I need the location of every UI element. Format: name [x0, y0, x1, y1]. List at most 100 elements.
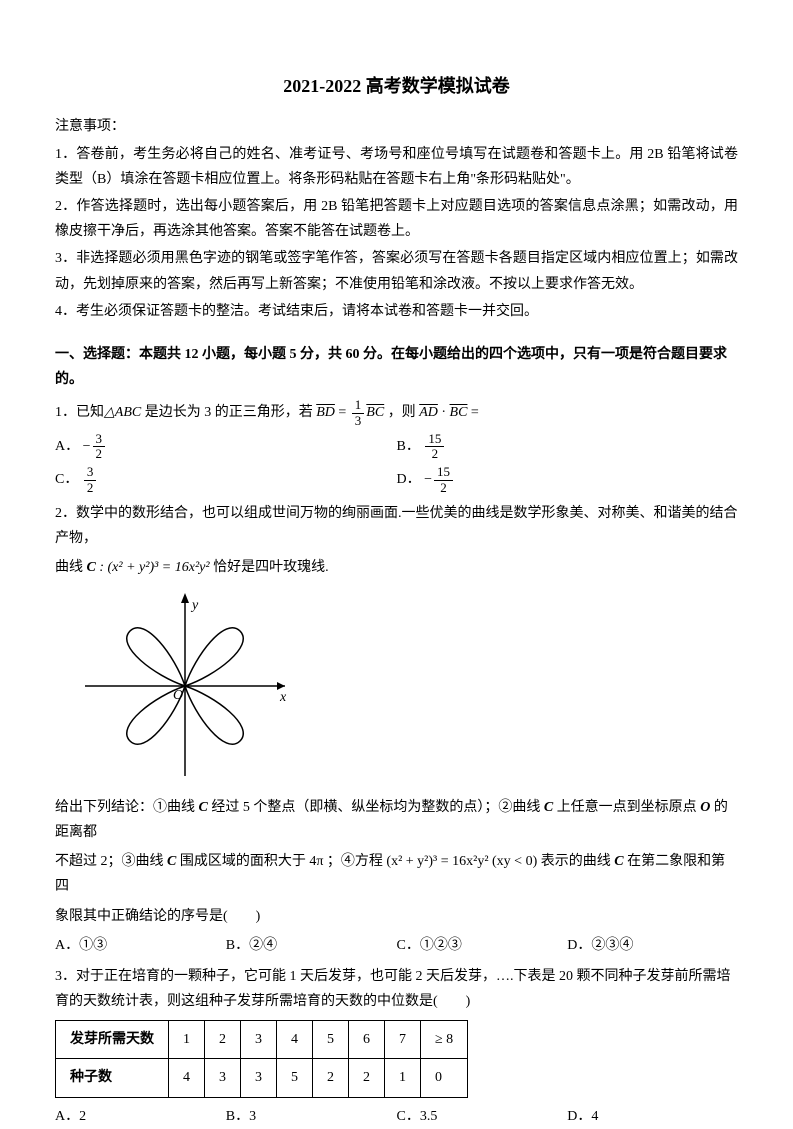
q1-opt-c-label: C． [55, 472, 78, 487]
q2-line2-suffix: 恰好是四叶玫瑰线. [213, 560, 329, 575]
q2-curve-c: C [87, 560, 96, 575]
table-header-row: 发芽所需天数 1 2 3 4 5 6 7 ≥ 8 [56, 1021, 468, 1059]
q3-opt-d: D．4 [567, 1104, 738, 1129]
q2-stmt-line2: 不超过 2；③曲线 C 围成区域的面积大于 4π ；④方程 (x² + y²)³… [55, 849, 738, 899]
th-0: 发芽所需天数 [56, 1021, 169, 1059]
q1-opt-a-den: 2 [93, 447, 106, 461]
q2-line2: 曲线 C : (x² + y²)³ = 16x²y² 恰好是四叶玫瑰线. [55, 555, 738, 580]
notice-item-1: 1．答卷前，考生务必将自己的姓名、准考证号、考场号和座位号填写在试题卷和答题卡上… [55, 142, 738, 192]
q1-triangle: △ABC [104, 405, 141, 420]
origin-label: O [173, 688, 183, 703]
td-5: 2 [313, 1059, 349, 1097]
q1-mid2: ，则 [384, 405, 419, 420]
notice-header: 注意事项： [55, 114, 738, 139]
q1-eq: = [335, 405, 350, 420]
q2-opt-d: D．②③④ [567, 933, 738, 958]
q1-opt-c-frac: 32 [84, 465, 97, 495]
th-6: 6 [349, 1021, 385, 1059]
q2-c4: C [614, 854, 623, 869]
q1-opt-d-label: D． [397, 472, 421, 487]
td-8: 0 [421, 1059, 468, 1097]
th-2: 2 [205, 1021, 241, 1059]
q2-c1: C [199, 800, 208, 815]
q1-opt-c-num: 3 [84, 465, 97, 480]
td-3: 3 [241, 1059, 277, 1097]
rose-curve-diagram: y x O [85, 591, 738, 785]
q3-table: 发芽所需天数 1 2 3 4 5 6 7 ≥ 8 种子数 4 3 3 5 2 2… [55, 1020, 468, 1097]
q1-opt-b-frac: 152 [425, 432, 444, 462]
q3-opt-b: B．3 [226, 1104, 397, 1129]
q2-options: A．①③ B．②④ C．①②③ D．②③④ [55, 933, 738, 958]
q1-opt-c: C． 32 [55, 465, 397, 495]
x-axis-label: x [279, 690, 287, 705]
q1-bc2: BC [450, 405, 468, 420]
q1-opt-d-num: 15 [434, 465, 453, 480]
th-7: 7 [385, 1021, 421, 1059]
q2-stmt-line1: 给出下列结论：①曲线 C 经过 5 个整点（即横、纵坐标均为整数的点）；②曲线 … [55, 795, 738, 845]
q1-text: 1．已知△ABC 是边长为 3 的正三角形，若 BD = 13BC ，则 AD … [55, 398, 738, 428]
q2-stmt-mid1: 经过 5 个整点（即横、纵坐标均为整数的点）；②曲线 [208, 800, 544, 815]
q2-opt-c: C．①②③ [397, 933, 568, 958]
y-axis-label: y [190, 598, 199, 613]
q1-frac-den: 3 [352, 414, 365, 428]
th-3: 3 [241, 1021, 277, 1059]
question-1: 1．已知△ABC 是边长为 3 的正三角形，若 BD = 13BC ，则 AD … [55, 398, 738, 495]
q1-opt-b: B． 152 [397, 432, 739, 462]
q2-stmt-line3: 象限其中正确结论的序号是( ) [55, 904, 738, 929]
td-4: 5 [277, 1059, 313, 1097]
q1-opt-d: D． −152 [397, 465, 739, 495]
td-1: 4 [169, 1059, 205, 1097]
q2-stmt-mid2: 上任意一点到坐标原点 [553, 800, 700, 815]
row-label: 种子数 [56, 1059, 169, 1097]
q1-opt-d-frac: 152 [434, 465, 453, 495]
q1-ad: AD [419, 405, 438, 420]
td-6: 2 [349, 1059, 385, 1097]
q2-opt-b: B．②④ [226, 933, 397, 958]
q1-opt-a-num: 3 [93, 432, 106, 447]
th-8: ≥ 8 [421, 1021, 468, 1059]
q1-dot: · [438, 405, 450, 420]
q2-c2: C [544, 800, 553, 815]
rose-svg: y x O [85, 591, 295, 776]
td-2: 3 [205, 1059, 241, 1097]
question-2: 2．数学中的数形结合，也可以组成世间万物的绚丽画面.一些优美的曲线是数学形象美、… [55, 501, 738, 958]
q1-frac: 13 [352, 398, 365, 428]
q1-mid1: 是边长为 3 的正三角形，若 [141, 405, 316, 420]
q1-end: = [467, 405, 478, 420]
q1-options-row1: A． −32 B． 152 [55, 432, 738, 462]
q1-opt-d-den: 2 [434, 481, 453, 495]
q2-stmt-line2-mid1: 围成区域的面积大于 4π ；④方程 (x² + y²)³ = 16x²y² (x… [176, 854, 614, 869]
q2-line2-prefix: 曲线 [55, 560, 87, 575]
q1-opt-a-label: A． [55, 439, 79, 454]
q3-options: A．2 B．3 C．3.5 D．4 [55, 1104, 738, 1129]
notice-item-2: 2．作答选择题时，选出每小题答案后，用 2B 铅笔把答题卡上对应题目选项的答案信… [55, 194, 738, 244]
q3-opt-c: C．3.5 [397, 1104, 568, 1129]
q2-line1: 2．数学中的数形结合，也可以组成世间万物的绚丽画面.一些优美的曲线是数学形象美、… [55, 501, 738, 551]
q1-opt-c-den: 2 [84, 481, 97, 495]
q3-text: 3．对于正在培育的一颗种子，它可能 1 天后发芽，也可能 2 天后发芽，….下表… [55, 964, 738, 1014]
th-4: 4 [277, 1021, 313, 1059]
th-5: 5 [313, 1021, 349, 1059]
q1-opt-b-den: 2 [425, 447, 444, 461]
notice-item-4: 4．考生必须保证答题卡的整洁。考试结束后，请将本试卷和答题卡一并交回。 [55, 299, 738, 324]
q3-opt-a: A．2 [55, 1104, 226, 1129]
q2-opt-a: A．①③ [55, 933, 226, 958]
q2-o: O [700, 800, 710, 815]
q2-stmt-prefix: 给出下列结论：①曲线 [55, 800, 199, 815]
th-1: 1 [169, 1021, 205, 1059]
td-7: 1 [385, 1059, 421, 1097]
q1-opt-a-frac: 32 [93, 432, 106, 462]
q1-bd: BD [316, 405, 335, 420]
question-3: 3．对于正在培育的一颗种子，它可能 1 天后发芽，也可能 2 天后发芽，….下表… [55, 964, 738, 1129]
exam-title: 2021-2022 高考数学模拟试卷 [55, 70, 738, 102]
q2-formula: : (x² + y²)³ = 16x²y² [96, 560, 213, 575]
q1-opt-b-num: 15 [425, 432, 444, 447]
q1-opt-b-label: B． [397, 439, 420, 454]
table-data-row: 种子数 4 3 3 5 2 2 1 0 [56, 1059, 468, 1097]
q2-c3: C [167, 854, 176, 869]
q1-bc: BC [366, 405, 384, 420]
q1-options-row2: C． 32 D． −152 [55, 465, 738, 495]
q1-opt-a: A． −32 [55, 432, 397, 462]
section-1-header: 一、选择题：本题共 12 小题，每小题 5 分，共 60 分。在每小题给出的四个… [55, 342, 738, 392]
q1-frac-num: 1 [352, 398, 365, 413]
